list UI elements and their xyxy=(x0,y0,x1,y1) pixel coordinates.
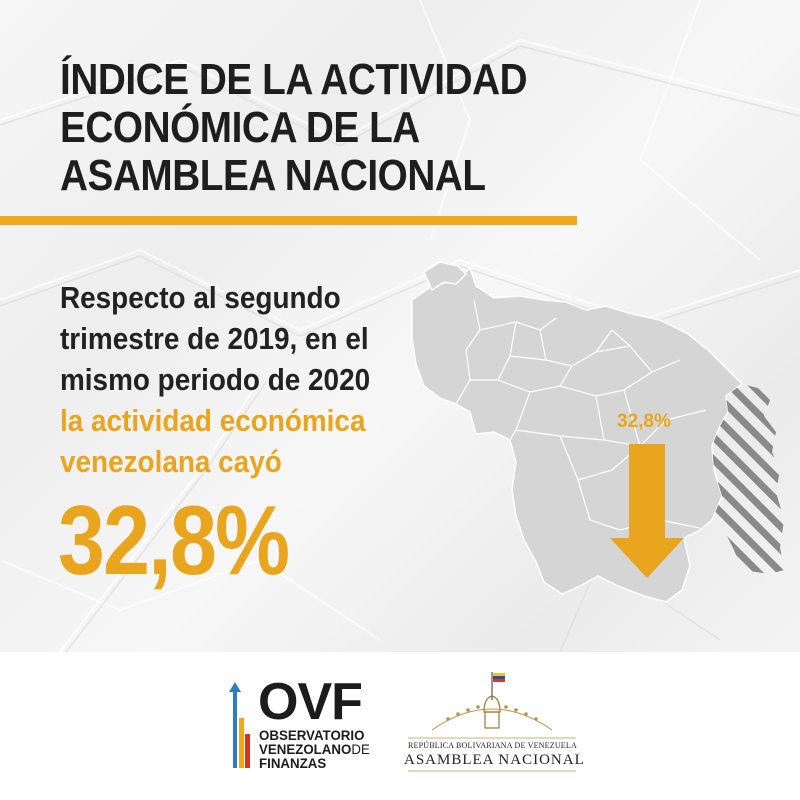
ovf-logo-arrows-icon xyxy=(229,682,250,768)
ovf-logo-line-1: OBSERVATORIO xyxy=(259,727,365,743)
asamblea-subtitle: REPÚBLICA BOLIVARIANA DE VENEZUELA xyxy=(408,741,577,750)
highlight-line-1: la actividad económica xyxy=(60,403,366,438)
ovf-logo-line-2-bold: VENEZOLANO xyxy=(259,741,352,757)
map-peninsula xyxy=(423,261,468,292)
asamblea-title: ASAMBLEA NACIONAL xyxy=(404,752,585,768)
ovf-logo-line-2-light: DE xyxy=(351,741,370,757)
map-claimed-zone xyxy=(712,384,784,574)
page-title-line-1: ÍNDICE DE LA ACTIVIDAD xyxy=(60,55,528,104)
body-line-3: mismo periodo de 2020 xyxy=(60,362,371,397)
down-arrow-icon xyxy=(610,444,684,578)
page-title-line-2: ECONÓMICA DE LA xyxy=(60,103,420,152)
page-title-line-3: ASAMBLEA NACIONAL xyxy=(60,151,486,200)
title-underline xyxy=(0,216,577,225)
body-line-1: Respecto al segundo xyxy=(60,280,341,315)
body-line-2: trimestre de 2019, en el xyxy=(60,321,369,356)
ovf-logo-line-3: FINANZAS xyxy=(259,755,327,771)
highlight-line-2: venezolana cayó xyxy=(60,444,282,479)
big-percentage: 32,8% xyxy=(58,485,290,595)
footer-logos xyxy=(0,652,800,800)
ovf-logo-line-2: VENEZOLANODE xyxy=(259,742,370,757)
arrow-label: 32,8% xyxy=(617,411,671,432)
ovf-logo-acronym: OVF xyxy=(258,673,363,731)
